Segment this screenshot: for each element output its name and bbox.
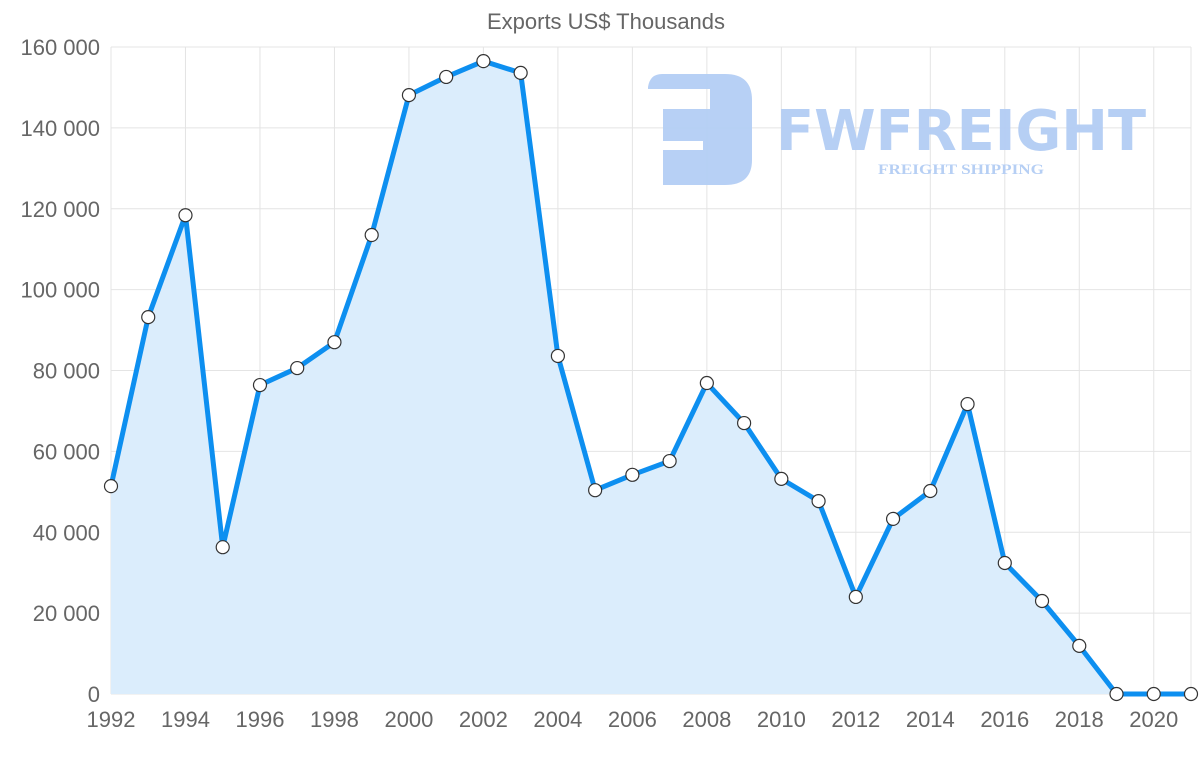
y-tick-label: 140 000 — [20, 116, 100, 141]
chart-title: Exports US$ Thousands — [487, 9, 725, 34]
y-tick-label: 160 000 — [20, 35, 100, 60]
data-point-2000 — [401, 88, 417, 103]
watermark-brand: FWFREIGHT — [776, 99, 1146, 164]
data-point-2006 — [625, 467, 640, 482]
data-point-2017 — [1034, 593, 1050, 609]
data-point-1999 — [364, 227, 379, 243]
y-tick-label: 100 000 — [20, 278, 100, 303]
data-point-2016 — [997, 555, 1012, 571]
logo-mark-icon — [648, 74, 752, 185]
data-point-2009 — [737, 415, 752, 431]
data-point-2001 — [439, 69, 454, 85]
data-point-2015 — [960, 396, 975, 412]
data-point-1996 — [252, 377, 268, 393]
x-tick-label: 2008 — [682, 707, 731, 732]
x-tick-label: 2006 — [608, 707, 657, 732]
y-tick-label: 120 000 — [20, 197, 100, 222]
x-tick-label: 1998 — [310, 707, 359, 732]
watermark-tagline: FREIGHT SHIPPING — [878, 162, 1044, 178]
x-tick-label: 2012 — [831, 707, 880, 732]
y-tick-label: 0 — [88, 682, 100, 707]
x-tick-label: 2000 — [384, 707, 433, 732]
data-point-2004 — [550, 348, 565, 364]
data-point-1993 — [141, 310, 156, 325]
x-tick-label: 1992 — [87, 707, 136, 732]
fwfreight-watermark-logo: FWFREIGHT FREIGHT SHIPPING — [648, 74, 1146, 185]
x-tick-label: 1994 — [161, 707, 210, 732]
data-point-2011 — [811, 494, 826, 509]
data-point-2014 — [923, 483, 938, 499]
data-point-1997 — [290, 360, 305, 376]
x-tick-label: 2010 — [757, 707, 806, 732]
y-tick-label: 80 000 — [33, 359, 100, 384]
y-tick-label: 20 000 — [33, 601, 100, 626]
x-tick-label: 2016 — [980, 707, 1029, 732]
data-point-2005 — [588, 483, 603, 498]
area-fill — [111, 61, 1191, 694]
data-point-2012 — [848, 589, 863, 605]
y-tick-label: 40 000 — [33, 520, 100, 545]
data-point-2018 — [1072, 638, 1087, 653]
x-tick-label: 2004 — [533, 707, 582, 732]
data-point-1992 — [103, 479, 119, 494]
data-point-2021 — [1183, 686, 1199, 702]
data-point-1995 — [215, 540, 230, 555]
x-tick-label: 2002 — [459, 707, 508, 732]
x-tick-label: 2018 — [1055, 707, 1104, 732]
data-point-1994 — [178, 208, 193, 223]
y-tick-label: 60 000 — [33, 439, 100, 464]
data-point-2003 — [513, 65, 528, 80]
x-tick-label: 2020 — [1129, 707, 1178, 732]
data-point-2008 — [699, 375, 714, 391]
data-point-2013 — [885, 511, 901, 527]
data-point-2019 — [1109, 686, 1124, 702]
x-tick-label: 2014 — [906, 707, 955, 732]
x-tick-label: 1996 — [235, 707, 284, 732]
data-point-2007 — [662, 453, 677, 469]
data-point-1998 — [327, 335, 342, 350]
data-point-2020 — [1146, 686, 1161, 702]
data-point-2010 — [774, 471, 789, 486]
data-point-2002 — [476, 54, 491, 69]
